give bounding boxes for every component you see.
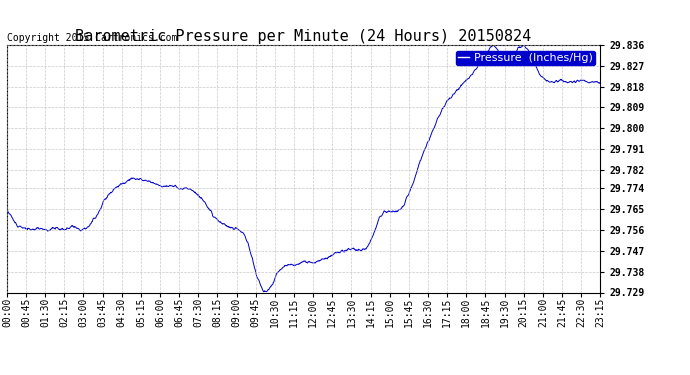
Legend: Pressure  (Inches/Hg): Pressure (Inches/Hg) [456,51,595,65]
Text: Copyright 2015 Cartronics.com: Copyright 2015 Cartronics.com [7,33,177,42]
Title: Barometric Pressure per Minute (24 Hours) 20150824: Barometric Pressure per Minute (24 Hours… [75,29,532,44]
